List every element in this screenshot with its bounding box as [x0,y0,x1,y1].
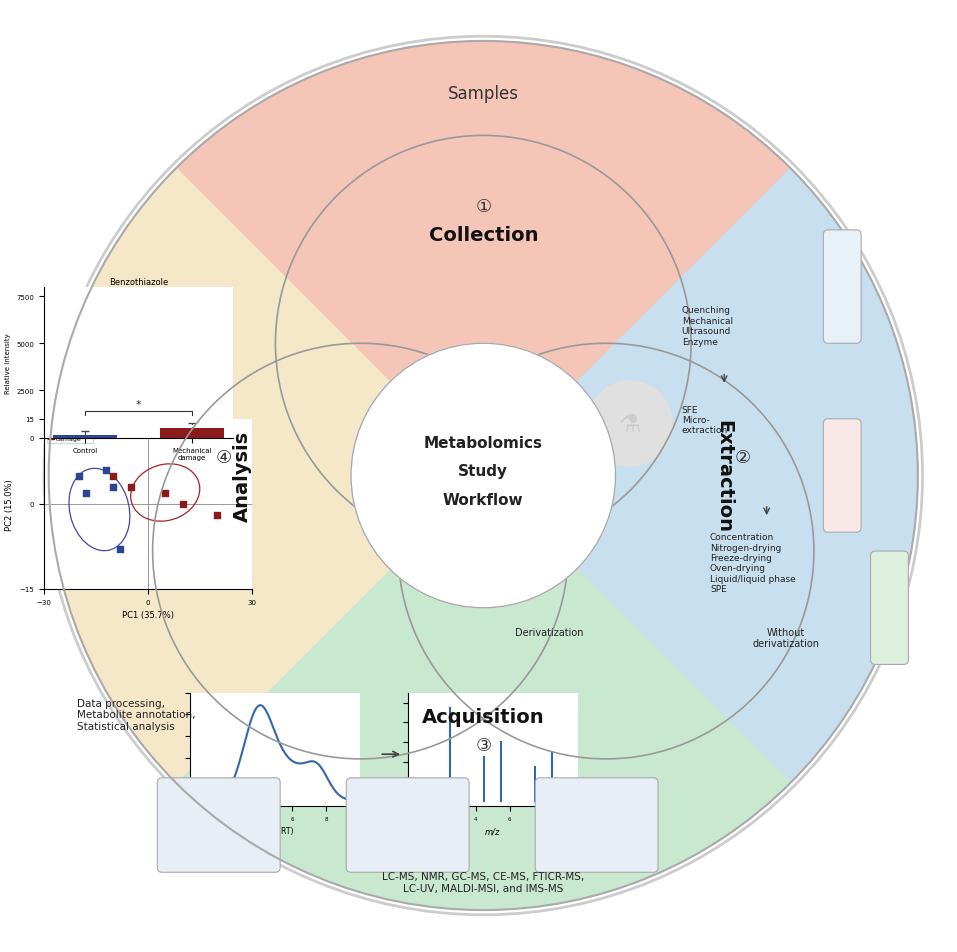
Text: Without
derivatization: Without derivatization [752,627,819,648]
Text: Acquisition: Acquisition [422,707,545,726]
Text: ②: ② [735,448,751,466]
Text: Metabolomics: Metabolomics [424,435,543,450]
FancyBboxPatch shape [871,551,908,664]
Text: ④: ④ [215,448,232,466]
Text: Data processing,
Metabolite annotation,
Statistical analysis: Data processing, Metabolite annotation, … [78,698,195,731]
FancyBboxPatch shape [535,778,658,872]
Text: Analysis: Analysis [233,430,252,522]
Wedge shape [176,42,790,476]
Wedge shape [49,169,483,783]
Text: Derivatization: Derivatization [515,627,584,637]
Circle shape [588,382,672,466]
Text: Collection: Collection [429,226,538,245]
Text: Concentration
Nitrogen-drying
Freeze-drying
Oven-drying
Liquid/liquid phase
SPE: Concentration Nitrogen-drying Freeze-dry… [710,532,795,593]
Text: Workflow: Workflow [443,492,523,507]
Text: ①: ① [476,198,491,216]
Text: ⚗: ⚗ [618,412,641,436]
Text: Study: Study [458,464,508,479]
Text: Extraction: Extraction [715,420,734,532]
FancyBboxPatch shape [346,778,469,872]
Text: Quenching
Mechanical
Ultrasound
Enzyme: Quenching Mechanical Ultrasound Enzyme [681,307,733,347]
Circle shape [351,344,615,608]
Wedge shape [483,169,918,783]
FancyBboxPatch shape [823,420,861,532]
Text: ③: ③ [476,736,491,754]
FancyBboxPatch shape [823,230,861,344]
Text: LC-MS, NMR, GC-MS, CE-MS, FTICR-MS,
LC-UV, MALDI-MSI, and IMS-MS: LC-MS, NMR, GC-MS, CE-MS, FTICR-MS, LC-U… [382,871,585,893]
Wedge shape [176,476,790,910]
Text: SFE
Micro-
extraction: SFE Micro- extraction [681,406,728,435]
FancyBboxPatch shape [157,778,280,872]
Text: Samples: Samples [448,85,519,103]
